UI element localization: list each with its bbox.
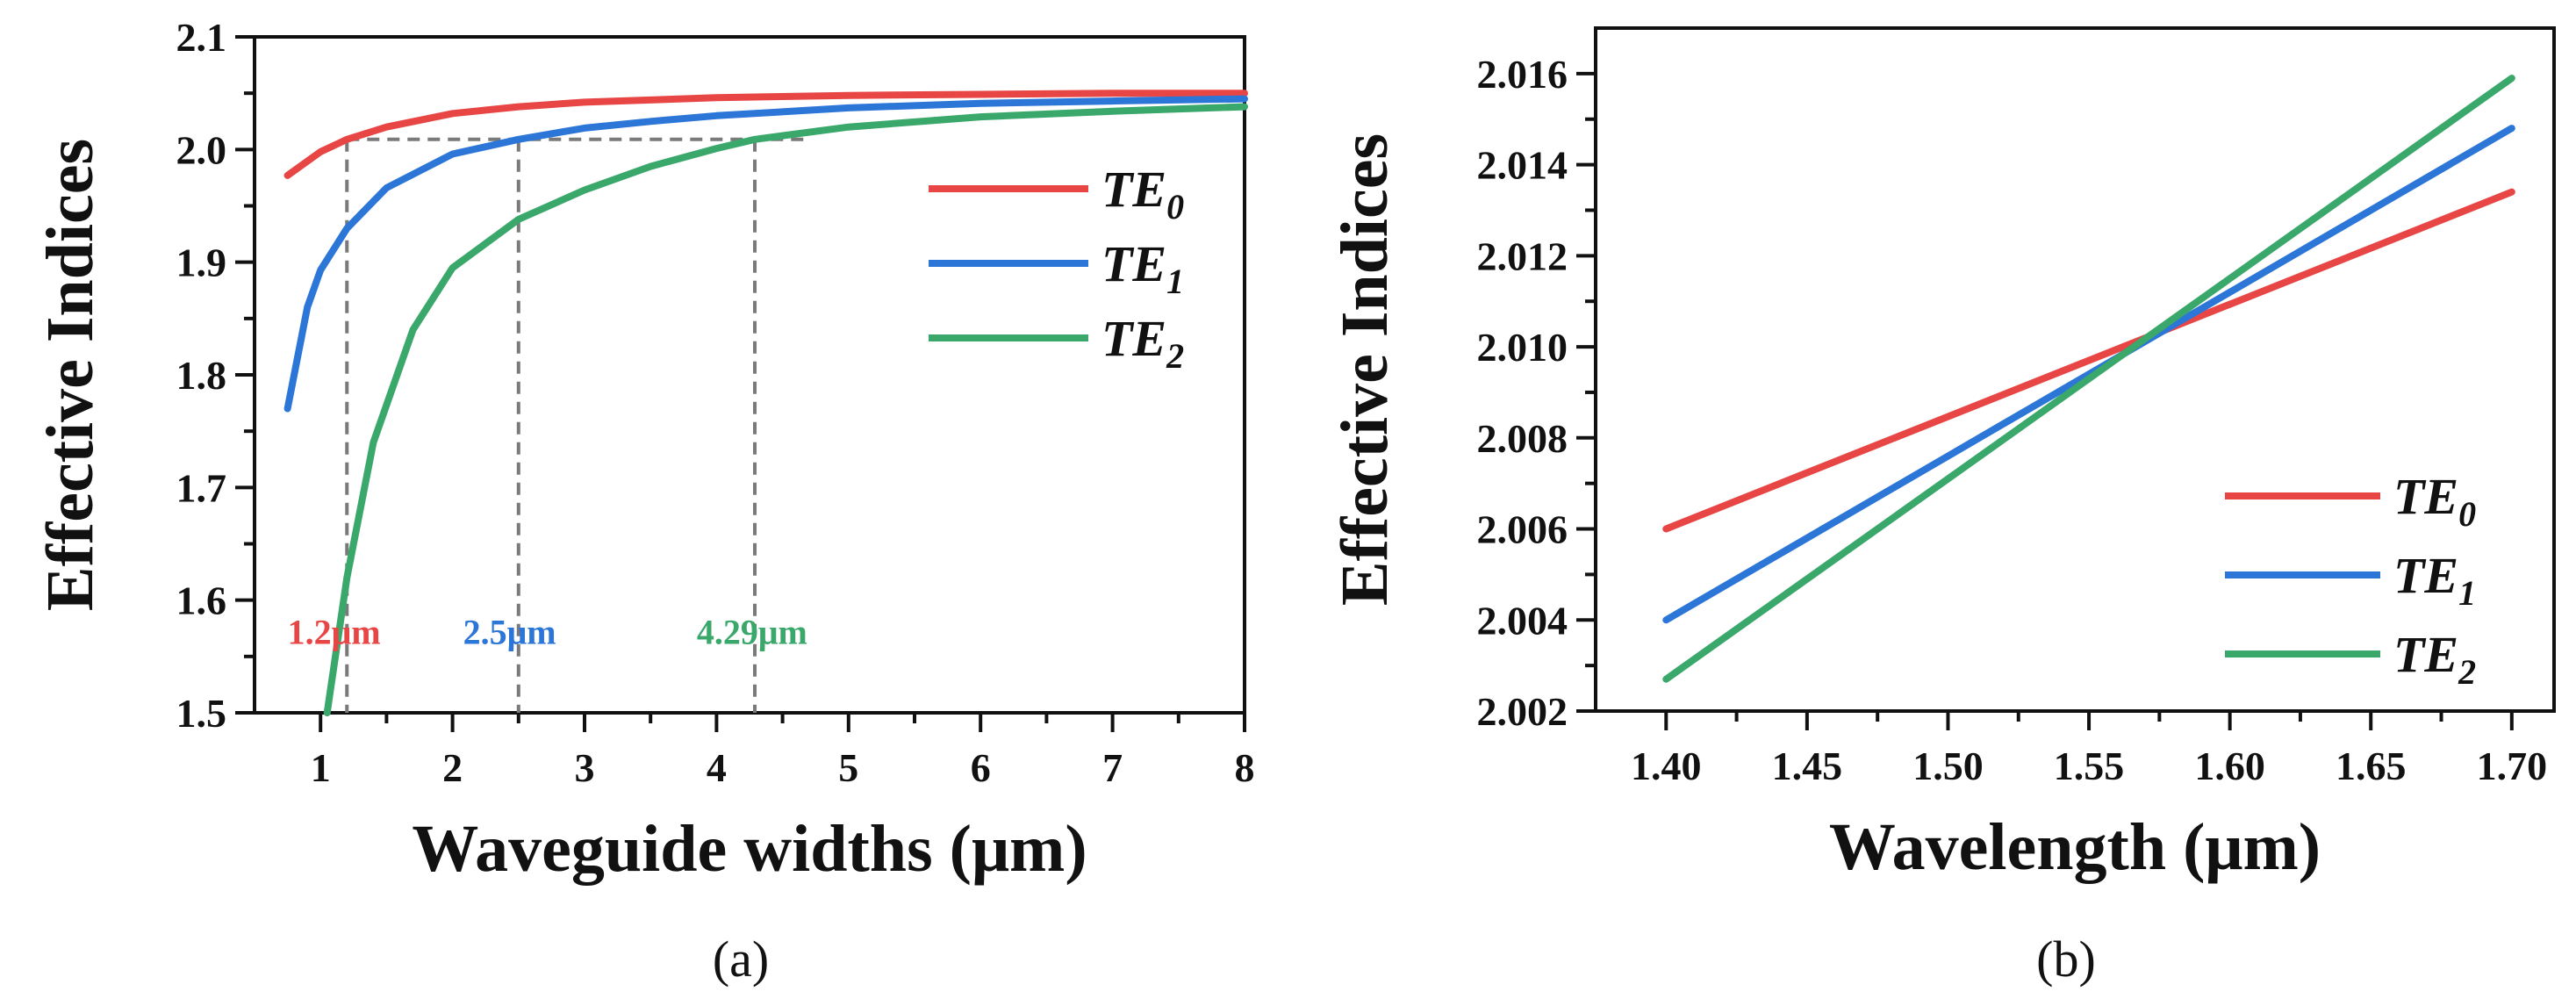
- x-tick-label: 7: [1102, 745, 1123, 790]
- x-tick-label: 1.45: [1772, 744, 1843, 788]
- y-tick-label: 2.002: [1477, 689, 1568, 734]
- x-tick-label: 1.65: [2336, 744, 2407, 788]
- series-line-te0: [283, 90, 1248, 179]
- y-tick-label: 1.5: [176, 691, 227, 736]
- legend-label-name: TE: [1101, 310, 1166, 367]
- y-tick-label: 2.016: [1477, 52, 1568, 97]
- legend-label-te0: TE0: [1101, 161, 1184, 226]
- y-tick-label: 2.008: [1477, 416, 1568, 461]
- y-tick-label: 1.9: [176, 241, 227, 285]
- legend-label-subscript: 0: [2458, 494, 2476, 534]
- legend-label-te0: TE0: [2393, 468, 2476, 534]
- x-axis-title: Waveguide widths (μm): [412, 812, 1087, 886]
- y-tick-label: 2.0: [176, 127, 227, 172]
- x-tick-label: 4: [707, 745, 727, 790]
- legend-label-subscript: 2: [2458, 652, 2476, 692]
- x-tick-label: 1.70: [2477, 744, 2548, 788]
- chart-a: 1.5 1.6 1.7 1.8 1.9 2.0 2.1 1 2 3 4 5 6 7 8 1.2μm 2.5μm 4…: [33, 15, 1255, 988]
- y-tick-label: 2.004: [1477, 598, 1568, 643]
- y-tick-label: 1.7: [176, 465, 227, 510]
- legend-label-te1: TE1: [2393, 547, 2476, 613]
- panel-caption: (a): [713, 931, 769, 988]
- legend-label-subscript: 0: [1166, 187, 1184, 226]
- annotation-label: 2.5μm: [463, 613, 556, 652]
- legend-label-name: TE: [2393, 547, 2458, 604]
- chart-b: 2.002 2.004 2.006 2.008 2.010 2.012 2.014 2.016…: [1328, 26, 2556, 988]
- panel-caption: (b): [2036, 931, 2096, 988]
- legend-label-subscript: 1: [2458, 573, 2476, 613]
- x-tick-label: 3: [575, 745, 595, 790]
- series-line-te2: [1662, 75, 2515, 683]
- plot-frame: [1594, 26, 2556, 713]
- y-tick-label: 2.1: [176, 15, 227, 60]
- y-tick-label: 1.8: [176, 353, 227, 398]
- y-axis-title: Effective Indices: [33, 139, 107, 611]
- y-tick-label: 2.012: [1477, 234, 1568, 278]
- y-tick-label: 2.006: [1477, 507, 1568, 552]
- series-line-te2: [323, 103, 1248, 716]
- y-tick-label: 2.014: [1477, 143, 1568, 188]
- x-axis-title: Wavelength (μm): [1829, 810, 2321, 884]
- x-tick-label: 1: [311, 745, 331, 790]
- series-line-te1: [283, 95, 1248, 413]
- y-tick-label: 2.010: [1477, 325, 1568, 370]
- legend-label-name: TE: [1101, 235, 1166, 292]
- y-tick-label: 1.6: [176, 578, 227, 623]
- legend-label-subscript: 2: [1166, 336, 1184, 376]
- series-line-te1: [1662, 125, 2515, 624]
- x-tick-label: 6: [971, 745, 991, 790]
- legend-label-te1: TE1: [1101, 235, 1184, 301]
- y-axis-title: Effective Indices: [1328, 133, 1402, 606]
- legend-label-name: TE: [2393, 468, 2458, 525]
- x-tick-label: 1.55: [2054, 744, 2125, 788]
- x-tick-label: 8: [1235, 745, 1255, 790]
- legend-label-name: TE: [2393, 626, 2458, 683]
- legend-label-te2: TE2: [1101, 310, 1184, 376]
- legend-label-name: TE: [1101, 161, 1166, 218]
- x-tick-label: 2: [442, 745, 463, 790]
- legend-label-subscript: 1: [1166, 262, 1184, 301]
- annotation-label: 4.29μm: [697, 613, 807, 652]
- series-line-te0: [1662, 188, 2515, 533]
- legend-label-te2: TE2: [2393, 626, 2476, 692]
- annotation-label: 1.2μm: [288, 613, 381, 652]
- x-tick-label: 1.60: [2194, 744, 2265, 788]
- x-tick-label: 1.40: [1631, 744, 1702, 788]
- x-tick-label: 1.50: [1912, 744, 1984, 788]
- x-tick-label: 5: [838, 745, 858, 790]
